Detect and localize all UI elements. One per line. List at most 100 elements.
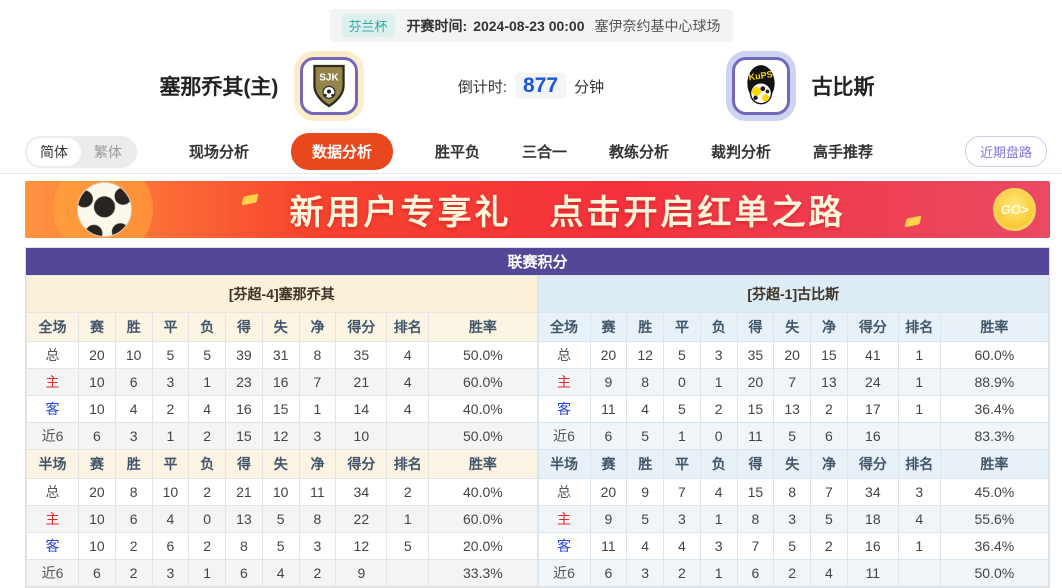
row-label: 近6	[537, 422, 591, 450]
column-header: 得分	[846, 312, 899, 342]
nav-tab[interactable]: 教练分析	[609, 144, 670, 161]
stat-cell: 4	[897, 505, 941, 533]
nav-tab[interactable]: 高手推荐	[813, 144, 874, 161]
go-button[interactable]: GO>	[993, 188, 1036, 231]
home-team: 塞那乔其(主) SJK	[60, 57, 458, 115]
stat-cell: 15	[736, 478, 775, 506]
stat-cell: 4	[188, 395, 227, 423]
nav-tab[interactable]: 胜平负	[434, 144, 480, 161]
countdown: 倒计时: 877 分钟	[458, 73, 604, 99]
stat-cell: 21	[335, 368, 388, 396]
stat-cell: 20	[589, 478, 628, 506]
stat-cell: 40.0%	[428, 478, 538, 506]
stat-cell: 24	[846, 368, 899, 396]
stat-cell	[386, 559, 430, 587]
table-row: 客 11 4 4 3 7 5 2 16 1 36.4%	[537, 532, 1050, 560]
svg-text:SJK: SJK	[320, 73, 340, 84]
nav-bar: 简体 繁体 现场分析 数据分析 胜平负 三合一 教练分析 裁判分析 高手推荐 近期盘路	[0, 130, 1062, 174]
stat-cell: 1	[897, 341, 941, 369]
column-header: 赛	[78, 312, 116, 342]
stat-cell: 4	[626, 395, 665, 423]
row-label: 总	[25, 478, 80, 506]
stat-cell: 16	[846, 532, 899, 560]
row-label: 客	[537, 395, 591, 423]
stat-cell: 7	[810, 478, 848, 506]
team-header: 塞那乔其(主) SJK 倒计时: 877 分钟 KuPS	[0, 42, 1062, 130]
promo-banner[interactable]: 新用户专享礼 点击开启红单之路 GO>	[25, 181, 1050, 238]
countdown-label: 倒计时:	[457, 78, 508, 96]
home-team-stats-table: [芬超-4]塞那乔其 全场赛胜平负得失净得分 排名 胜率 总 20 10 5 5 39 31 8 3…	[25, 275, 538, 587]
stat-cell: 4	[386, 395, 430, 423]
table-title: 联赛积分	[26, 248, 1049, 275]
stat-cell: 6	[810, 422, 848, 450]
stat-cell: 5	[151, 341, 190, 369]
column-header: 全场	[537, 312, 591, 342]
language-toggle[interactable]: 简体 繁体	[25, 135, 137, 168]
stat-cell: 9	[589, 505, 628, 533]
stat-cell: 55.6%	[939, 505, 1050, 533]
row-label: 总	[537, 341, 591, 369]
stat-cell: 9	[335, 559, 388, 587]
stat-cell: 3	[773, 505, 812, 533]
nav-tab[interactable]: 现场分析	[188, 144, 249, 161]
stat-cell: 3	[626, 559, 665, 587]
column-header: 排名	[897, 449, 941, 479]
row-label: 近6	[25, 422, 80, 450]
recent-trend-button[interactable]: 近期盘路	[964, 136, 1047, 167]
lang-simplified-button[interactable]: 简体	[27, 137, 81, 166]
stat-cell: 60.0%	[428, 505, 538, 533]
stat-cell: 5	[188, 341, 227, 369]
venue: 塞伊奈约基中心球场	[594, 17, 721, 34]
stat-cell: 11	[846, 559, 899, 587]
lang-traditional-button[interactable]: 繁体	[94, 143, 122, 160]
stat-cell: 10	[78, 532, 116, 560]
column-header: 胜	[114, 449, 153, 479]
stat-cell: 5	[663, 341, 701, 369]
stat-cell: 36.4%	[939, 532, 1050, 560]
stat-cell: 1	[897, 532, 941, 560]
column-header: 胜	[114, 312, 153, 342]
row-label: 客	[537, 532, 591, 560]
stat-cell: 0	[699, 422, 738, 450]
stat-cell: 10	[78, 368, 116, 396]
column-header: 胜	[626, 312, 665, 342]
stat-cell: 7	[663, 478, 701, 506]
stat-cell: 2	[773, 559, 812, 587]
nav-tab[interactable]: 三合一	[521, 144, 567, 161]
stat-cell: 4	[626, 532, 665, 560]
stat-cell: 6	[114, 505, 153, 533]
stat-cell: 3	[151, 559, 190, 587]
stat-cell: 2	[188, 532, 227, 560]
stat-cell: 20	[773, 341, 812, 369]
stat-cell: 4	[386, 368, 430, 396]
table-row: 近6 6 3 1 2 15 12 3 10 50.0%	[25, 422, 538, 450]
stat-cell: 1	[699, 505, 738, 533]
nav-tab[interactable]: 数据分析	[290, 133, 393, 170]
stat-cell: 5	[261, 532, 300, 560]
league-points-table: 联赛积分 [芬超-4]塞那乔其 全场赛胜平负得失净得分 排名 胜率 总 20 10 5 5 3…	[25, 247, 1050, 588]
stat-cell: 3	[699, 532, 738, 560]
stat-cell: 5	[626, 505, 665, 533]
nav-tab[interactable]: 裁判分析	[711, 144, 772, 161]
stat-cell: 9	[589, 368, 628, 396]
column-header: 胜率	[939, 449, 1050, 479]
stat-cell: 15	[810, 341, 848, 369]
away-team-logo: KuPS	[731, 57, 790, 115]
countdown-value: 877	[515, 73, 567, 99]
stat-cell: 0	[663, 368, 701, 396]
column-header: 全场	[25, 312, 80, 342]
stat-cell: 21	[225, 478, 263, 506]
row-label: 主	[25, 505, 80, 533]
stat-cell: 7	[773, 368, 812, 396]
stat-cell: 50.0%	[939, 559, 1050, 587]
stat-cell: 1	[699, 368, 738, 396]
column-header-row: 全场赛胜平负得失净得分 排名 胜率	[537, 312, 1050, 342]
stat-cell: 14	[335, 395, 388, 423]
stat-cell: 39	[225, 341, 263, 369]
kickoff-time: 2024-08-23 00:00	[473, 17, 585, 34]
stat-cell: 1	[188, 559, 227, 587]
stat-cell: 10	[335, 422, 388, 450]
stat-cell: 88.9%	[939, 368, 1050, 396]
stat-cell: 12	[626, 341, 665, 369]
stat-cell: 2	[188, 478, 227, 506]
